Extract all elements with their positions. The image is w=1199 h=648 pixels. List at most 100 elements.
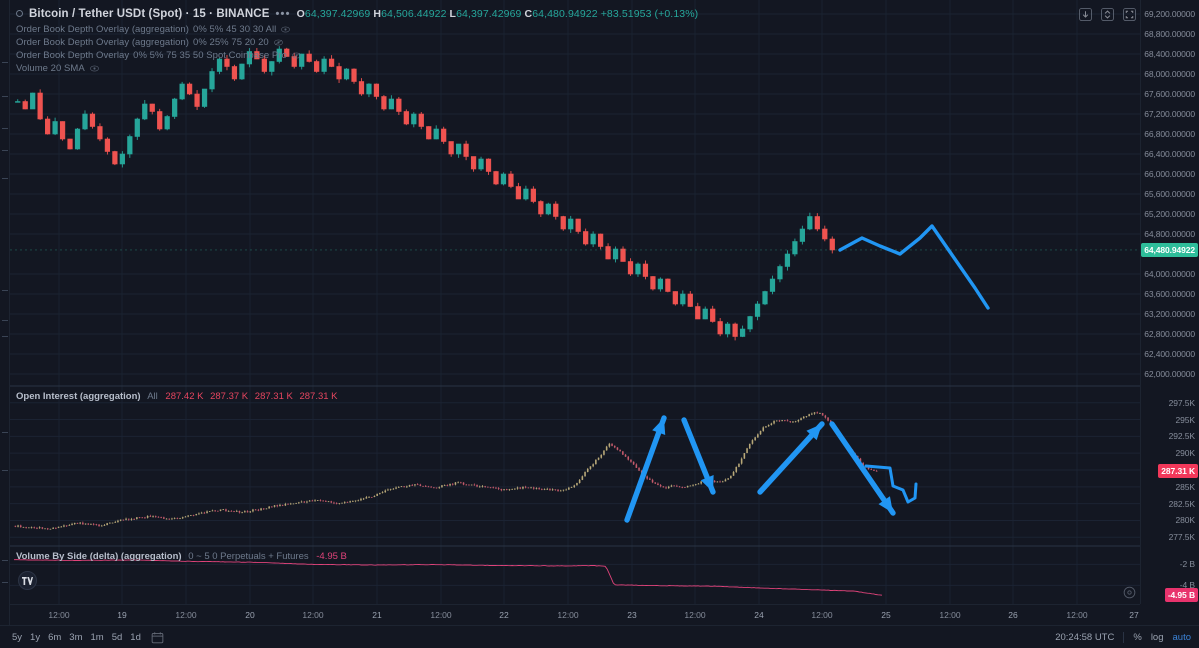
ohlc-change: +83.51953 (+0.13%) bbox=[600, 7, 699, 20]
pane-title-volume-by-side[interactable]: Volume By Side (delta) (aggregation) 0 ~… bbox=[16, 551, 347, 562]
rail-tick bbox=[2, 178, 8, 179]
range-3m[interactable]: 3m bbox=[69, 631, 83, 643]
oi-val-0: 287.42 K bbox=[165, 391, 204, 402]
symbol-title[interactable]: Bitcoin / Tether USDt (Spot) · 15 · BINA… bbox=[29, 7, 270, 20]
price-axis-label: 62,400.00000 bbox=[1144, 349, 1195, 359]
calendar-icon[interactable] bbox=[151, 631, 164, 644]
vbs-title: Volume By Side (delta) (aggregation) bbox=[16, 551, 182, 562]
crosshair-settings-icon[interactable] bbox=[1123, 586, 1136, 599]
range-1m[interactable]: 1m bbox=[90, 631, 104, 643]
rail-tick bbox=[2, 150, 8, 151]
price-axis-label: 63,600.00000 bbox=[1144, 289, 1195, 299]
rail-tick bbox=[2, 96, 8, 97]
price-candlesticks bbox=[10, 46, 1140, 341]
range-1d[interactable]: 1d bbox=[130, 631, 141, 643]
range-6m[interactable]: 6m bbox=[48, 631, 62, 643]
legend-indicator-3[interactable]: Volume 20 SMA bbox=[16, 62, 698, 75]
auto-toggle[interactable]: auto bbox=[1172, 631, 1192, 643]
indicator-args-1: 0% 25% 75 20 20 bbox=[192, 37, 269, 48]
oi-axis-label: 285K bbox=[1175, 481, 1196, 492]
range-1y[interactable]: 1y bbox=[30, 631, 41, 643]
oi-axis-label: 297.5K bbox=[1168, 397, 1195, 408]
eye-off-icon[interactable] bbox=[291, 52, 301, 59]
time-axis-label: 12:00 bbox=[684, 610, 706, 620]
indicator-name-1: Order Book Depth Overlay (aggregation) bbox=[16, 37, 189, 48]
current-price-badge: 64,480.94922 bbox=[1141, 242, 1198, 257]
price-axis-label: 68,800.00000 bbox=[1144, 29, 1195, 39]
chart-stage[interactable]: Bitcoin / Tether USDt (Spot) · 15 · BINA… bbox=[10, 0, 1140, 604]
bottom-toolbar[interactable]: 5y 1y 6m 3m 1m 5d 1d 20:24:58 UTC % log auto bbox=[0, 625, 1199, 648]
chart-header-actions[interactable] bbox=[1079, 8, 1136, 21]
collapse-icon[interactable] bbox=[1101, 8, 1114, 21]
price-axis-label: 69,200.00000 bbox=[1144, 9, 1195, 19]
oi-val-2: 287.31 K bbox=[254, 391, 293, 402]
legend-more-icon[interactable]: ••• bbox=[275, 7, 291, 20]
price-axis-label: 67,600.00000 bbox=[1144, 89, 1195, 99]
tradingview-logo[interactable] bbox=[18, 571, 37, 590]
legend-indicator-2[interactable]: Order Book Depth Overlay 0% 5% 75 35 50 … bbox=[16, 49, 698, 62]
oi-title: Open Interest (aggregation) bbox=[16, 391, 141, 402]
download-icon[interactable] bbox=[1079, 8, 1092, 21]
pane-title-open-interest[interactable]: Open Interest (aggregation) All 287.42 K… bbox=[16, 391, 338, 402]
price-axis[interactable]: 69,200.00000 68,800.00000 68,400.00000 68,0… bbox=[1140, 0, 1199, 604]
time-axis[interactable]: 12:00 19 12:00 20 12:00 21 12:00 22 12:00 23 12:00… bbox=[10, 604, 1140, 625]
price-axis-label: 67,200.00000 bbox=[1144, 109, 1195, 119]
indicator-name-3: Volume 20 SMA bbox=[16, 63, 85, 74]
legend-indicator-0[interactable]: Order Book Depth Overlay (aggregation) 0… bbox=[16, 23, 698, 36]
price-axis-label: 65,600.00000 bbox=[1144, 189, 1195, 199]
time-axis-label: 12:00 bbox=[302, 610, 324, 620]
oi-axis-label: 282.5K bbox=[1168, 498, 1195, 509]
legend-title-row[interactable]: Bitcoin / Tether USDt (Spot) · 15 · BINA… bbox=[16, 6, 698, 21]
clock-label[interactable]: 20:24:58 UTC bbox=[1055, 631, 1115, 643]
time-axis-label: 23 bbox=[627, 610, 637, 620]
oi-axis-label: 280K bbox=[1175, 515, 1196, 526]
user-drawings-overlay[interactable] bbox=[10, 0, 1140, 604]
rail-tick bbox=[2, 336, 8, 337]
vol-axis-label: -4 B bbox=[1179, 580, 1195, 591]
rail-tick bbox=[2, 470, 8, 471]
fullscreen-icon[interactable] bbox=[1123, 8, 1136, 21]
time-axis-label: 24 bbox=[754, 610, 764, 620]
rail-tick bbox=[2, 320, 8, 321]
time-axis-label: 22 bbox=[499, 610, 509, 620]
ohlc-close: 64,480.94922 bbox=[532, 7, 598, 20]
time-axis-label: 19 bbox=[117, 610, 127, 620]
eye-off-icon[interactable] bbox=[273, 39, 283, 46]
symbol-marker-icon bbox=[16, 10, 23, 17]
rail-tick bbox=[2, 432, 8, 433]
tv-logo-icon bbox=[22, 576, 33, 585]
vol-axis-label: -2 B bbox=[1179, 559, 1195, 570]
time-axis-label: 12:00 bbox=[48, 610, 70, 620]
price-axis-label: 66,800.00000 bbox=[1144, 129, 1195, 139]
volume-by-side-series bbox=[13, 559, 883, 596]
price-axis-label: 65,200.00000 bbox=[1144, 209, 1195, 219]
rail-tick bbox=[2, 290, 8, 291]
eye-icon[interactable] bbox=[281, 26, 291, 33]
percent-toggle[interactable]: % bbox=[1133, 631, 1142, 643]
indicator-name-0: Order Book Depth Overlay (aggregation) bbox=[16, 24, 189, 35]
time-axis-label: 12:00 bbox=[1066, 610, 1088, 620]
ohlc-values: O64,397.42969 H64,506.44922 L64,397.4296… bbox=[297, 8, 699, 20]
vol-current-badge: -4.95 B bbox=[1164, 588, 1198, 603]
price-axis-label: 63,200.00000 bbox=[1144, 309, 1195, 319]
eye-icon[interactable] bbox=[89, 65, 99, 72]
price-axis-label: 68,400.00000 bbox=[1144, 49, 1195, 59]
open-interest-series bbox=[14, 411, 878, 531]
oi-val-3: 287.31 K bbox=[299, 391, 338, 402]
time-axis-label: 12:00 bbox=[557, 610, 579, 620]
range-5y[interactable]: 5y bbox=[12, 631, 23, 643]
time-axis-label: 20 bbox=[245, 610, 255, 620]
toolbar-right[interactable]: 20:24:58 UTC % log auto bbox=[1055, 631, 1193, 643]
range-5d[interactable]: 5d bbox=[111, 631, 123, 643]
ohlc-high: 64,506.44922 bbox=[381, 7, 447, 20]
legend-indicator-1[interactable]: Order Book Depth Overlay (aggregation) 0… bbox=[16, 36, 698, 49]
range-selector[interactable]: 5y 1y 6m 3m 1m 5d 1d bbox=[6, 632, 141, 643]
price-axis-label: 66,400.00000 bbox=[1144, 149, 1195, 159]
time-axis-label: 25 bbox=[881, 610, 891, 620]
toolbar-divider bbox=[1123, 631, 1125, 643]
left-rail bbox=[0, 0, 10, 648]
log-toggle[interactable]: log bbox=[1150, 631, 1164, 643]
ohlc-open: 64,397.42969 bbox=[304, 7, 371, 20]
rail-tick bbox=[2, 62, 8, 63]
chart-grid bbox=[10, 0, 1140, 604]
